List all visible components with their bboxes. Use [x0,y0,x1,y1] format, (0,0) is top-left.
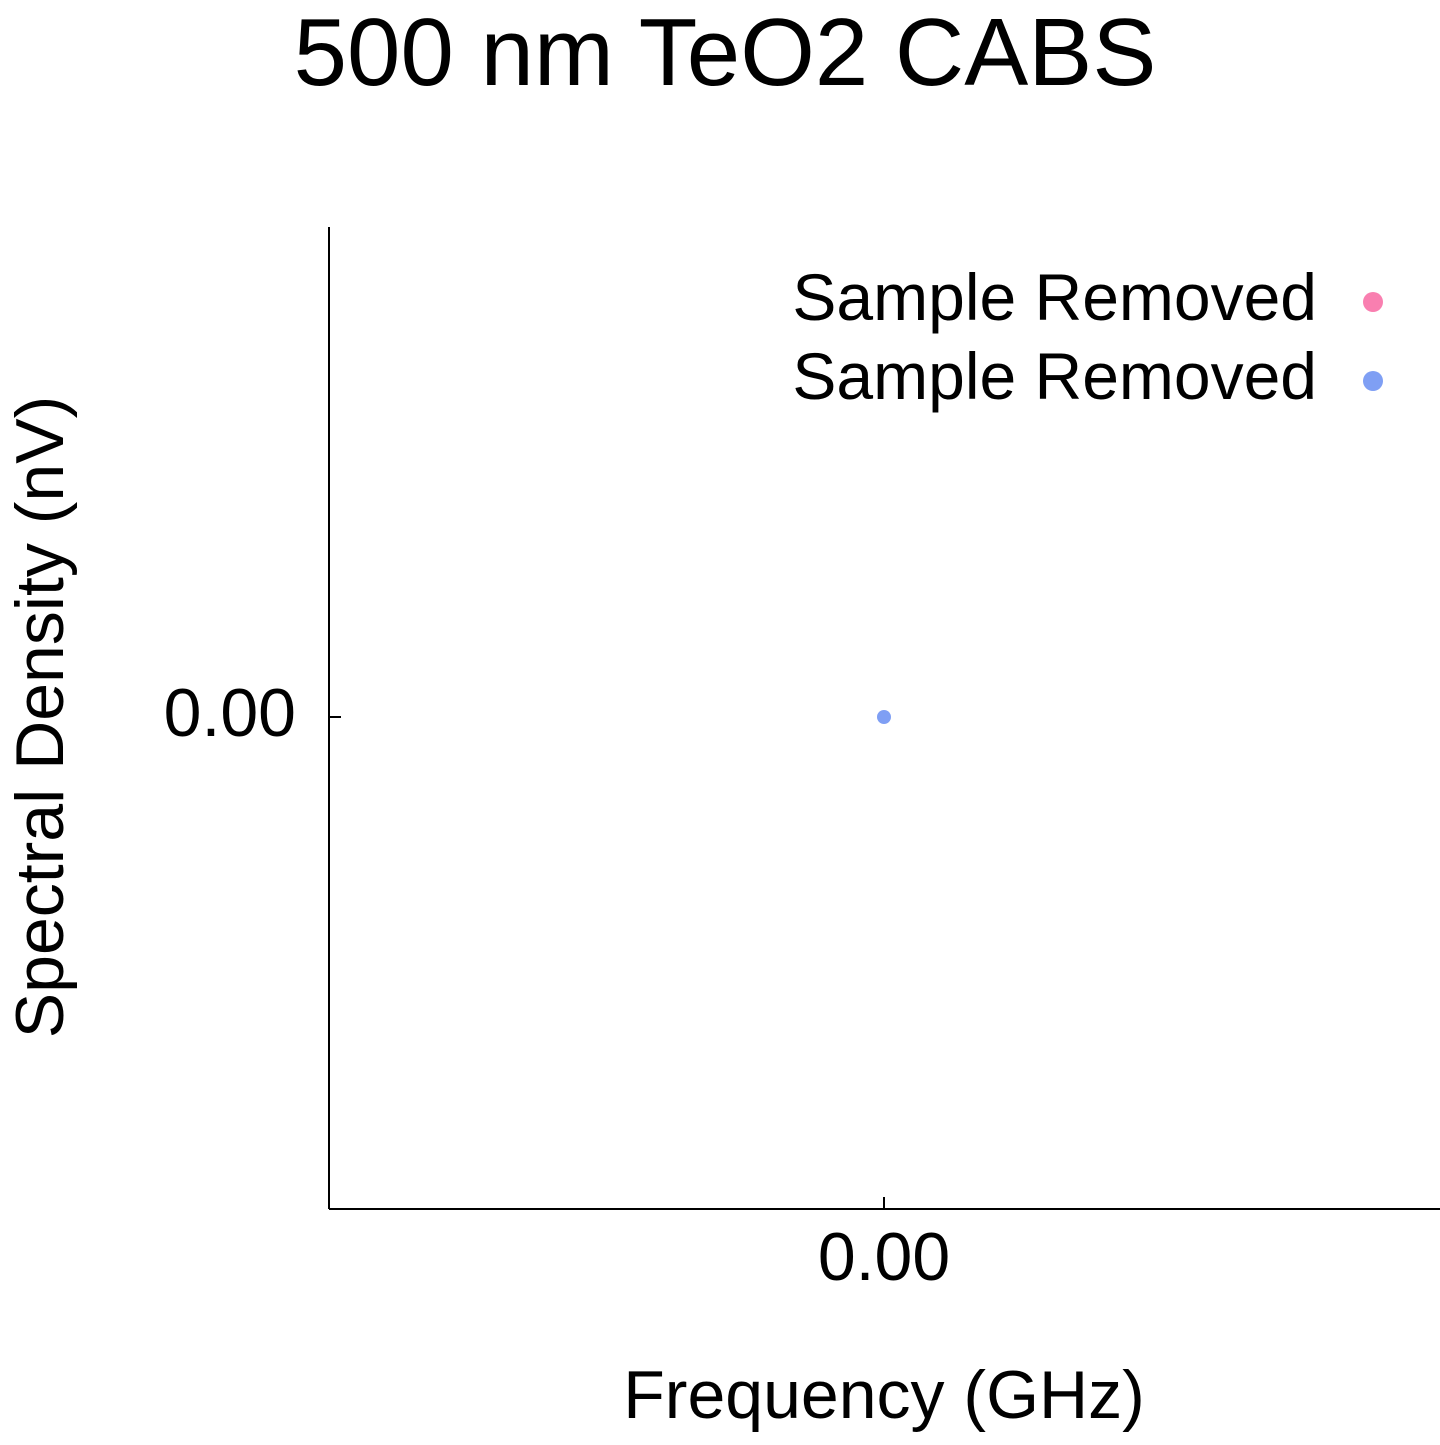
legend-swatch [1363,371,1383,391]
plot-points [877,710,891,724]
chart-title: 500 nm TeO2 CABS [294,0,1157,106]
y-axis-label: Spectral Density (nV) [2,396,78,1038]
legend-label: Sample Removed [792,260,1317,334]
legend-swatch [1363,292,1383,312]
legend: Sample Removed Sample Removed [792,260,1383,413]
data-point [877,710,891,724]
y-tick-label: 0.00 [164,675,296,751]
x-tick-label: 0.00 [818,1219,950,1295]
legend-label: Sample Removed [792,339,1317,413]
x-axis-label: Frequency (GHz) [623,1357,1144,1433]
